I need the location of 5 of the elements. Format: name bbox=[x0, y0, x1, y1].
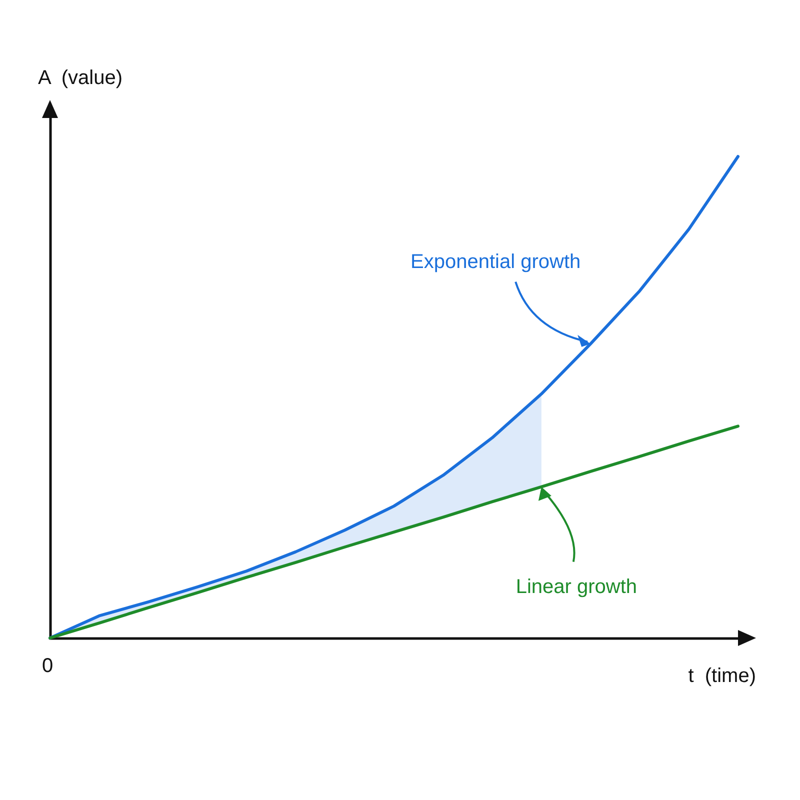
annotation: Linear growth bbox=[516, 576, 638, 598]
annotation: Exponential growth bbox=[410, 250, 581, 273]
x-axis-title: t (time) bbox=[688, 665, 756, 687]
text: 0 bbox=[42, 655, 54, 677]
y-axis-title: A (value) bbox=[38, 67, 122, 89]
